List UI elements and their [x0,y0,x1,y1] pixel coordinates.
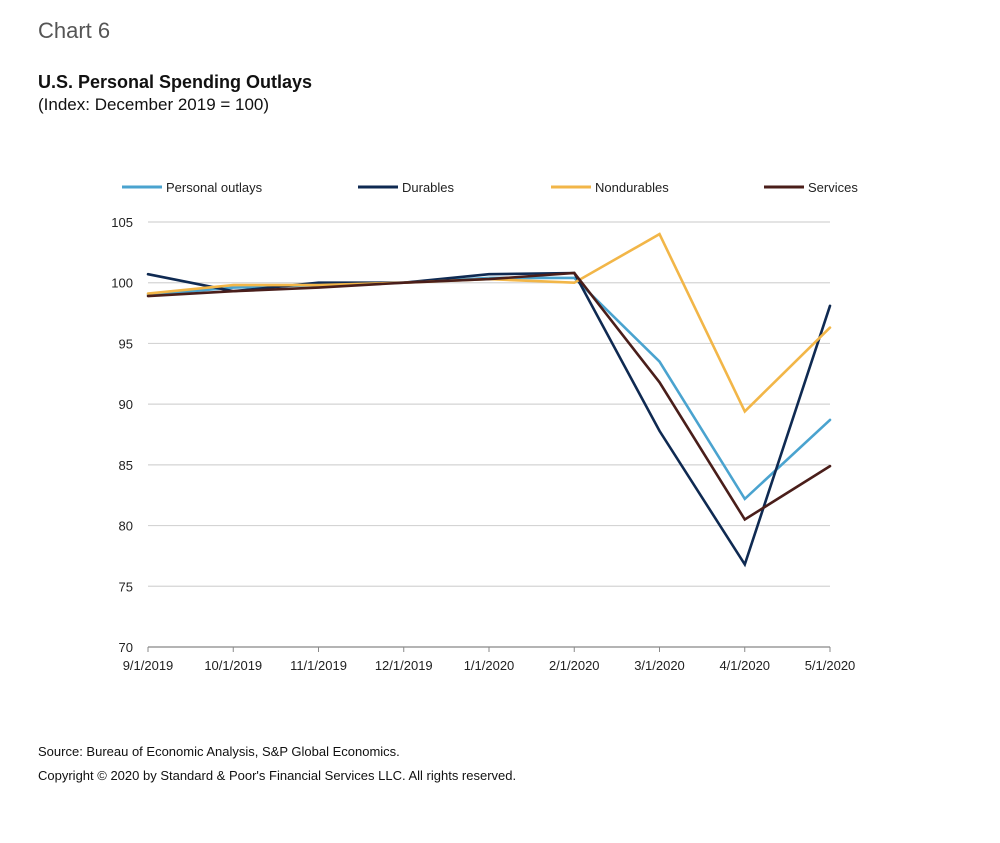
x-tick-label: 2/1/2020 [549,658,600,673]
x-tick-label: 12/1/2019 [375,658,433,673]
y-tick-label: 105 [111,215,133,230]
source-note: Source: Bureau of Economic Analysis, S&P… [38,744,400,759]
y-tick-label: 85 [119,458,133,473]
x-tick-label: 11/1/2019 [290,658,347,673]
axes: 105 100 95 90 85 80 75 70 9/1/2019 10/1/2019 11/1/… [111,215,855,673]
legend-label: Services [808,180,858,195]
y-tick-label: 70 [119,640,133,655]
x-tick-label: 5/1/2020 [805,658,856,673]
legend-label: Durables [402,180,455,195]
y-tick-label: 95 [119,336,133,351]
copyright-note: Copyright © 2020 by Standard & Poor's Fi… [38,768,517,783]
x-tick-label: 9/1/2019 [123,658,174,673]
series-line-services [146,271,832,522]
series-line-nondurables [146,232,832,414]
chart-subtitle: (Index: December 2019 = 100) [38,95,270,114]
series-line-personal-outlays [146,276,832,501]
chart-label: Chart 6 [38,18,111,43]
x-tick-label: 1/1/2020 [464,658,515,673]
y-tick-label: 80 [119,519,133,534]
legend-label: Nondurables [595,180,669,195]
y-tick-label: 75 [119,579,133,594]
legend: Personal outlays Durables Nondurables Servi… [122,180,858,195]
chart-title: U.S. Personal Spending Outlays [38,72,313,92]
y-tick-label: 100 [111,276,133,291]
series-lines [146,232,832,568]
y-tick-label: 90 [119,397,133,412]
x-tick-label: 10/1/2019 [204,658,262,673]
series-line-durables [146,271,832,568]
x-tick-label: 4/1/2020 [719,658,770,673]
gridlines [148,221,830,587]
legend-label: Personal outlays [166,180,263,195]
x-tick-label: 3/1/2020 [634,658,685,673]
